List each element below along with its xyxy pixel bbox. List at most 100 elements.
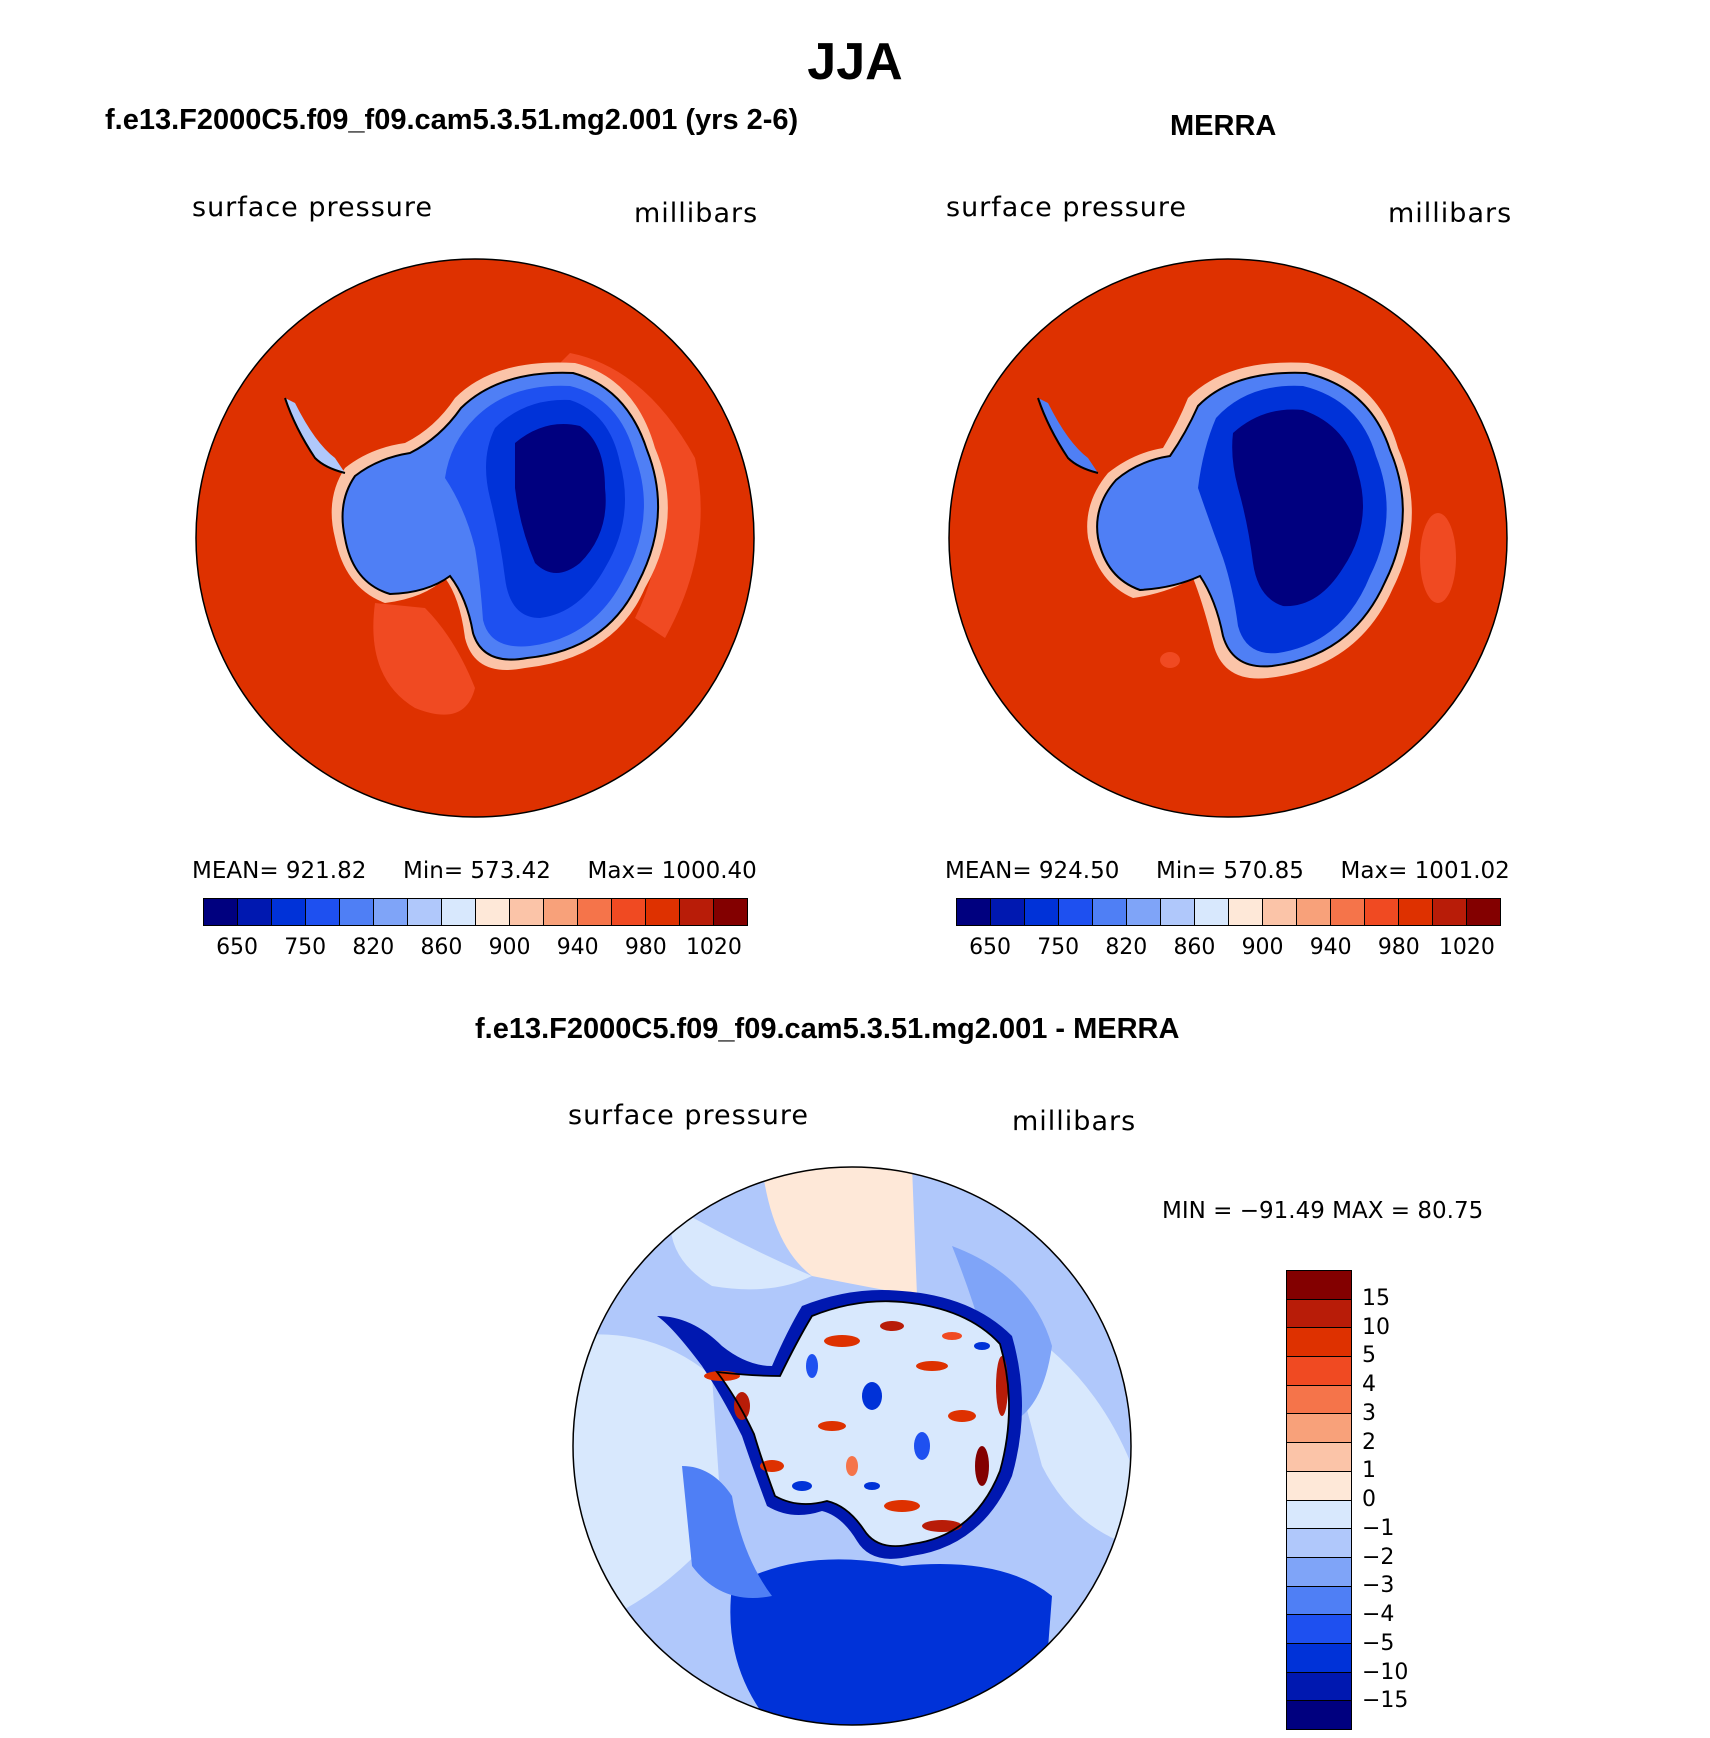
panel3-southwest-mid	[682, 1466, 772, 1598]
panel3-colorbar-tick-label: 3	[1362, 1400, 1376, 1426]
panel3-colorbar-tick-label: −1	[1362, 1515, 1395, 1541]
panel1-colorbar-tick-label: 1020	[685, 935, 742, 960]
panel3-colorbar-tick-label: 2	[1362, 1429, 1376, 1455]
panel2-colorbar-tick-label: 750	[1037, 935, 1080, 960]
panel1-low-region	[373, 603, 475, 715]
panel1-colorbar-swatch	[476, 899, 510, 925]
panel2-colorbar-swatch	[957, 899, 991, 925]
panel2-colorbar-swatch	[1093, 899, 1127, 925]
panel2-coastline	[1096, 371, 1404, 668]
panel2-peninsula-coast	[1037, 397, 1099, 474]
panel2-colorbar-swatch	[1263, 899, 1297, 925]
panel1-peninsula	[285, 398, 345, 473]
panel1-colorbar-swatch	[238, 899, 272, 925]
panel3-colorbar-ticks: 15 10 5 4 3 2 1 0 −1 −2 −3 −4 −5 −10 −15	[1362, 1270, 1442, 1730]
panel2-colorbar-tick-label: 650	[969, 935, 1012, 960]
panel2-peninsula	[1038, 398, 1098, 473]
panel1-max-value: 1000.40	[661, 858, 757, 884]
panel3-colorbar-swatch	[1287, 1672, 1351, 1702]
panel3-colorbar-tick-label: −15	[1362, 1688, 1409, 1714]
panel3-colorbar-swatch	[1287, 1500, 1351, 1530]
panel3-colorbar-swatch	[1287, 1443, 1351, 1472]
panel2-min-value: 570.85	[1223, 858, 1304, 884]
panel2-mean-value: 924.50	[1038, 858, 1120, 884]
panel2-colorbar-swatch	[1025, 899, 1059, 925]
panel2-colorbar-swatch	[1467, 899, 1500, 925]
panel3-south-negative	[730, 1559, 1052, 1725]
panel3-colorbar-tick-label: 10	[1362, 1314, 1390, 1340]
panel1-coastline	[341, 371, 660, 661]
panel2-colorbar-swatch	[1365, 899, 1399, 925]
panel2-colorbar-tick-label: 860	[1173, 935, 1216, 960]
panel2-colorbar-swatch	[1161, 899, 1195, 925]
panel3-colorbar-swatch	[1287, 1385, 1351, 1415]
panel3-colorbar-swatch	[1287, 1414, 1351, 1444]
panel2-colorbar-swatch	[1229, 899, 1263, 925]
panel3-colorbar-tick-label: −5	[1362, 1630, 1395, 1656]
panel3-colorbar-tick-label: −2	[1362, 1544, 1395, 1570]
panel2-colorbar-swatch	[1399, 899, 1433, 925]
panel3-north-light	[670, 1206, 812, 1290]
panel1-colorbar-tick-label: 980	[624, 935, 667, 960]
panel3-land-noise	[704, 1321, 1008, 1532]
panel2-min-label: Min=	[1156, 858, 1217, 884]
panel3-colorbar-tick-label: −3	[1362, 1573, 1395, 1599]
panel1-colorbar-swatch	[510, 899, 544, 925]
panel1-polar-map	[195, 258, 755, 818]
main-title: JJA	[807, 33, 903, 91]
panel2-colorbar-swatch	[1331, 899, 1365, 925]
panel2-colorbar-swatch	[1195, 899, 1229, 925]
panel2-colorbar-tick-label: 820	[1105, 935, 1148, 960]
panel1-colorbar-swatch	[578, 899, 612, 925]
panel1-colorbar-ticks: 650 750 820 860 900 940 980 1020	[203, 935, 748, 961]
panel1-colorbar-tick-label: 900	[488, 935, 531, 960]
panel1-mean-value: 921.82	[285, 858, 367, 884]
panel1-min-value: 573.42	[470, 858, 551, 884]
panel3-colorbar-tick-label: 15	[1362, 1285, 1390, 1311]
panel3-polar-map	[572, 1166, 1132, 1726]
panel3-colorbar-swatch	[1287, 1299, 1351, 1329]
panel2-variable-label: surface pressure	[946, 192, 1187, 223]
panel3-colorbar-tick-label: 1	[1362, 1458, 1376, 1484]
panel3-map-border	[572, 1166, 1132, 1726]
panel2-colorbar	[956, 898, 1501, 926]
panel1-variable-label: surface pressure	[192, 192, 433, 223]
panel2-max-value: 1001.02	[1414, 858, 1510, 884]
panel2-title: MERRA	[1170, 110, 1277, 142]
panel2-plateau-core	[1232, 409, 1363, 607]
panel3-units-label: millibars	[1012, 1106, 1137, 1137]
panel3-colorbar-tick-label: −10	[1362, 1659, 1409, 1685]
panel2-low-spot	[1420, 513, 1456, 603]
panel1-colorbar-swatch	[544, 899, 578, 925]
panel3-colorbar-swatch	[1287, 1615, 1351, 1644]
panel3-minmax: MIN = −91.49 MAX = 80.75	[1162, 1198, 1484, 1224]
panel1-colorbar-swatch	[340, 899, 374, 925]
panel1-colorbar-tick-label: 750	[284, 935, 327, 960]
panel1-plateau-core	[515, 424, 606, 573]
panel1-colorbar-swatch	[272, 899, 306, 925]
panel1-mean-label: MEAN=	[192, 858, 279, 884]
panel3-colorbar-swatch	[1287, 1586, 1351, 1616]
panel2-mean-label: MEAN=	[945, 858, 1032, 884]
panel1-low-band	[555, 353, 701, 638]
panel1-peninsula-coast	[284, 397, 346, 474]
panel3-colorbar-swatch	[1287, 1529, 1351, 1558]
panel2-colorbar-ticks: 650 750 820 860 900 940 980 1020	[956, 935, 1501, 961]
panel2-colorbar-swatch	[1433, 899, 1467, 925]
panel2-colorbar-tick-label: 940	[1309, 935, 1352, 960]
panel3-colorbar-tick-label: 0	[1362, 1487, 1376, 1512]
panel2-polar-map	[948, 258, 1508, 818]
panel3-colorbar-swatch	[1287, 1643, 1351, 1673]
panel1-colorbar-swatch	[612, 899, 646, 925]
panel3-colorbar-swatch	[1287, 1557, 1351, 1587]
panel3-colorbar-swatch	[1287, 1471, 1351, 1501]
panel1-map-border	[195, 258, 755, 818]
panel3-colorbar	[1286, 1270, 1352, 1730]
panel1-colorbar-swatch	[306, 899, 340, 925]
panel3-west-region	[573, 1334, 722, 1616]
panel2-map-border	[948, 258, 1508, 818]
panel3-colorbar-tick-label: 4	[1362, 1372, 1376, 1397]
panel3-colorbar-swatch	[1287, 1357, 1351, 1386]
panel2-stats: MEAN= 924.50 Min= 570.85 Max= 1001.02	[945, 858, 1510, 884]
panel1-units-label: millibars	[634, 198, 759, 229]
